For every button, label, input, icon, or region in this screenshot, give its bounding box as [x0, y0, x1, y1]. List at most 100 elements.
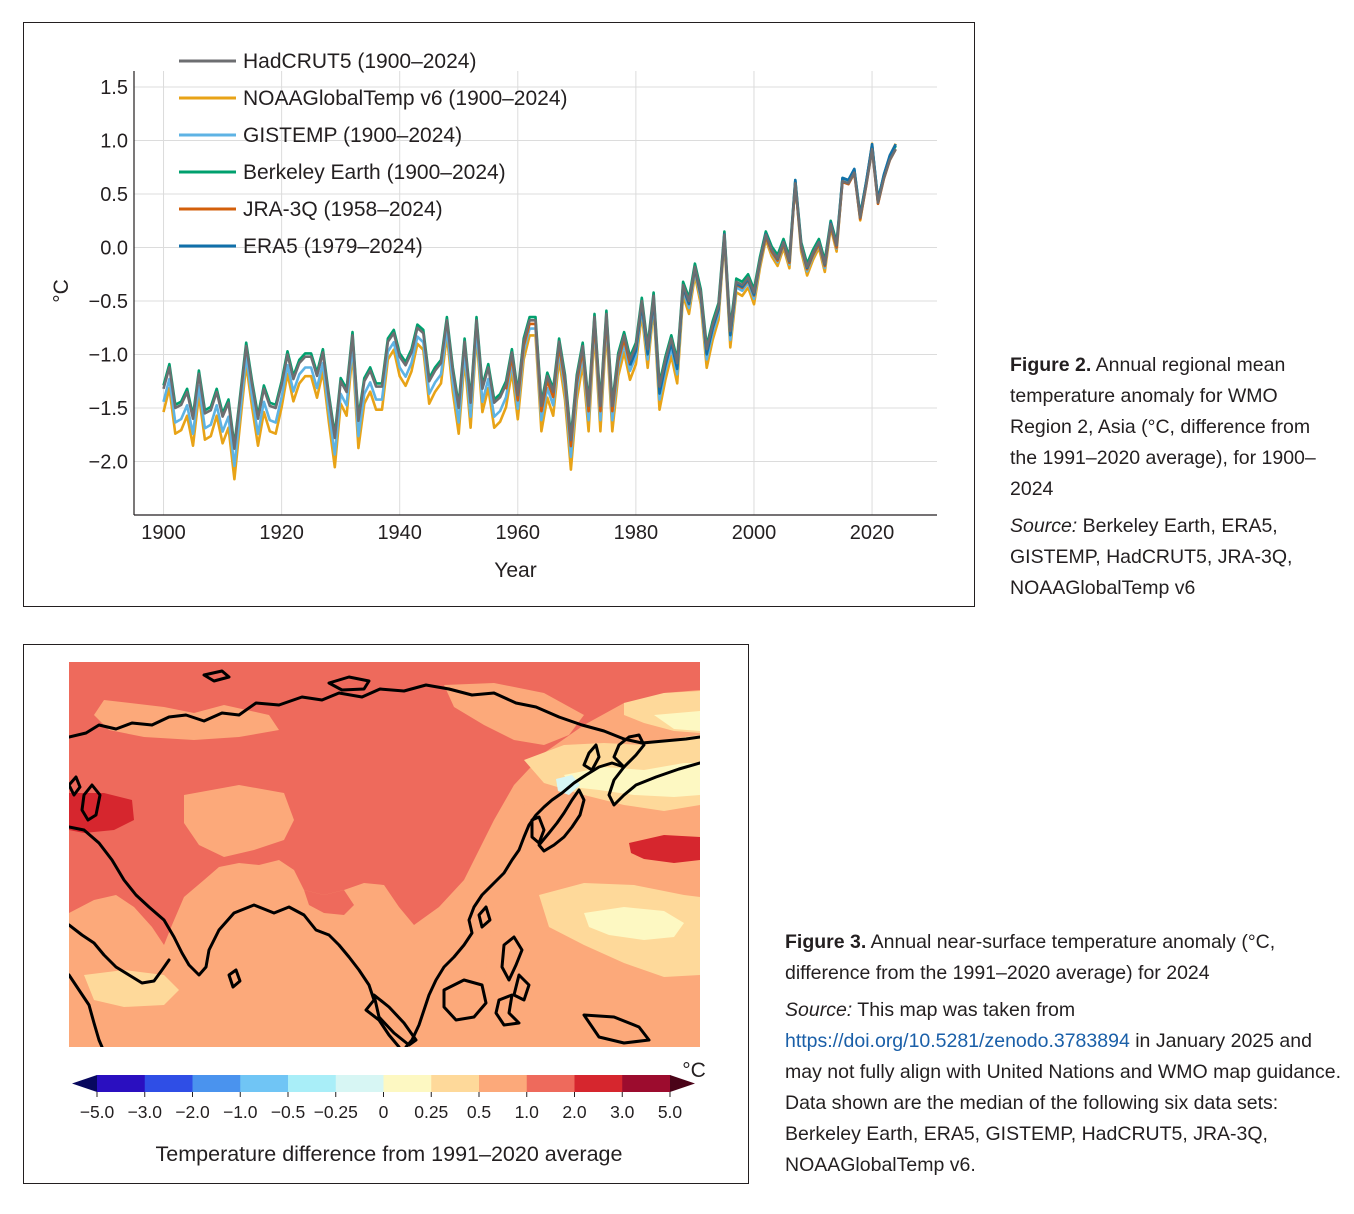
y-tick-label: 0.0 — [100, 238, 128, 260]
colorbar-swatch — [240, 1075, 289, 1092]
colorbar-tick-label: −3.0 — [127, 1102, 162, 1122]
coastline-philippines — [500, 935, 531, 1002]
x-tick-label: 2000 — [732, 522, 777, 544]
colorbar-tick-label: 1.0 — [515, 1102, 540, 1122]
legend-entry: GISTEMP (1900–2024) — [243, 124, 462, 147]
map-region-okhotsk-yellow — [564, 763, 700, 797]
coastline-sulawesi — [494, 993, 521, 1027]
colorbar-swatch — [574, 1075, 623, 1092]
map-contours — [69, 662, 700, 1047]
figure-2-chart-frame: 1.5 1.0 0.5 0.0 −0.5 −1.0 −1.5 −2.0 1900 1920 1940… — [23, 22, 975, 607]
map-region-arctic-yellow — [654, 711, 700, 731]
legend-entry: Berkeley Earth (1900–2024) — [243, 161, 506, 184]
coastline-korea — [530, 815, 546, 845]
colorbar-tick-label: 0 — [379, 1102, 389, 1122]
x-tick-label: 1960 — [496, 522, 541, 544]
y-tick-label: 0.5 — [100, 184, 128, 206]
colorbar-swatch — [335, 1075, 384, 1092]
map-region-west-dark-red — [69, 793, 134, 833]
colorbar-swatch — [479, 1075, 528, 1092]
colorbar-tick-label: 5.0 — [658, 1102, 683, 1122]
figure-2-caption: Figure 2. Annual regional mean temperatu… — [1010, 350, 1340, 604]
figure-3-caption-text: Annual near-surface temperature anomaly … — [785, 931, 1276, 984]
temperature-line-chart: 1.5 1.0 0.5 0.0 −0.5 −1.0 −1.5 −2.0 1900 1920 1940… — [50, 50, 937, 582]
figure-2-source-text: Berkeley Earth, ERA5, GISTEMP, HadCRUT5,… — [1010, 515, 1293, 599]
series-line-noaaglobaltemp — [162, 142, 897, 481]
map-region-pacific-yellow — [584, 907, 684, 940]
figure-2-caption-text: Annual regional mean temperature anomaly… — [1010, 354, 1316, 500]
figure-2-source-label: Source: — [1010, 515, 1078, 537]
y-tick-label: −1.0 — [89, 345, 128, 367]
colorbar-tick-label: −0.25 — [314, 1102, 358, 1122]
map-region-north-orange — [94, 700, 279, 740]
map-region-pacific-dark-red — [629, 835, 700, 863]
y-tick-label: 1.5 — [100, 77, 128, 99]
y-tick-label: 1.0 — [100, 131, 128, 153]
colorbar-title: Temperature difference from 1991–2020 av… — [156, 1142, 623, 1166]
coastline-arabia — [69, 923, 171, 985]
colorbar-tick-label: −2.0 — [175, 1102, 210, 1122]
coastline-black-sea — [69, 775, 82, 797]
colorbar-ticks: −5.0 −3.0 −2.0 −1.0 −0.5 −0.25 0 0.25 0.5 1.0 2.0 3… — [80, 1092, 683, 1122]
colorbar-low-arrow — [72, 1075, 97, 1092]
series-lines — [162, 142, 897, 481]
map-region-pale-blue — [556, 775, 580, 795]
x-tick-label: 2020 — [850, 522, 895, 544]
coastline-south-asia — [69, 825, 401, 1047]
x-tick-label: 1920 — [259, 522, 304, 544]
legend-entry: NOAAGlobalTemp v6 (1900–2024) — [243, 87, 568, 110]
colorbar-tick-label: 0.25 — [414, 1102, 448, 1122]
colorbar-tick-label: 3.0 — [610, 1102, 635, 1122]
map-region-southeast-red — [304, 890, 354, 915]
colorbar-swatch — [622, 1075, 671, 1092]
colorbar-tick-label: −0.5 — [271, 1102, 306, 1122]
colorbar-swatch — [192, 1075, 241, 1092]
map-region-central-asia-orange — [184, 785, 294, 857]
colorbar-high-arrow — [670, 1075, 695, 1092]
colorbar-tick-label: −1.0 — [223, 1102, 258, 1122]
y-tick-label: −0.5 — [89, 291, 128, 313]
coastline-africa — [69, 973, 104, 1047]
colorbar-swatch — [383, 1075, 432, 1092]
figure-3-caption: Figure 3. Annual near-surface temperatur… — [785, 927, 1345, 1181]
x-tick-label: 1940 — [377, 522, 422, 544]
x-axis-label: Year — [494, 559, 536, 582]
colorbar-swatch — [526, 1075, 575, 1092]
colorbar-swatch — [288, 1075, 337, 1092]
colorbar-swatch — [431, 1075, 480, 1092]
coastline-new-guinea — [582, 1013, 651, 1045]
series-line-hadcrut5 — [162, 147, 897, 451]
colorbar-tick-label: 2.0 — [562, 1102, 587, 1122]
colorbar-tick-label: −5.0 — [80, 1102, 115, 1122]
colorbar-unit: °C — [682, 1059, 706, 1082]
coastline-taiwan — [477, 905, 492, 929]
coastline-borneo — [442, 978, 488, 1022]
legend-entry: ERA5 (1979–2024) — [243, 235, 423, 258]
y-tick-label: −1.5 — [89, 398, 128, 420]
map-region-east-siberia-orange — [444, 683, 584, 745]
coastline-caspian — [80, 783, 102, 822]
series-line-gistemp — [162, 144, 897, 468]
temperature-anomaly-map: °C −5.0 −3.0 −2.0 −1.0 −0.5 −0.25 0 0.25 0.5 1.0 2… — [69, 662, 706, 1166]
legend: HadCRUT5 (1900–2024) NOAAGlobalTemp v6 (1… — [179, 50, 568, 258]
coastline-north — [69, 683, 700, 745]
coastline-sumatra — [372, 993, 418, 1047]
figure-3-source-post: in January 2025 and may not fully align … — [785, 1030, 1342, 1176]
colorbar — [72, 1075, 695, 1092]
legend-entry: JRA-3Q (1958–2024) — [243, 198, 443, 221]
colorbar-tick-label: 0.5 — [467, 1102, 491, 1122]
coastline-sakhalin — [582, 743, 601, 772]
coastline-sri-lanka — [227, 968, 242, 989]
coastline-kamchatka — [612, 733, 646, 769]
coastlines — [69, 669, 700, 1047]
figure-3-source-link[interactable]: https://doi.org/10.5281/zenodo.3783894 — [785, 1030, 1130, 1052]
y-tick-label: −2.0 — [89, 452, 128, 474]
figure-2-caption-label: Figure 2. — [1010, 354, 1092, 376]
figure-3-caption-label: Figure 3. — [785, 931, 867, 953]
coastline-arctic-island — [202, 669, 371, 692]
colorbar-swatch — [97, 1075, 146, 1092]
figure-3-source-label: Source: — [785, 999, 853, 1021]
coastline-east — [404, 761, 700, 1047]
x-tick-label: 1900 — [141, 522, 186, 544]
figure-3-map-frame: °C −5.0 −3.0 −2.0 −1.0 −0.5 −0.25 0 0.25 0.5 1.0 2… — [23, 644, 749, 1184]
